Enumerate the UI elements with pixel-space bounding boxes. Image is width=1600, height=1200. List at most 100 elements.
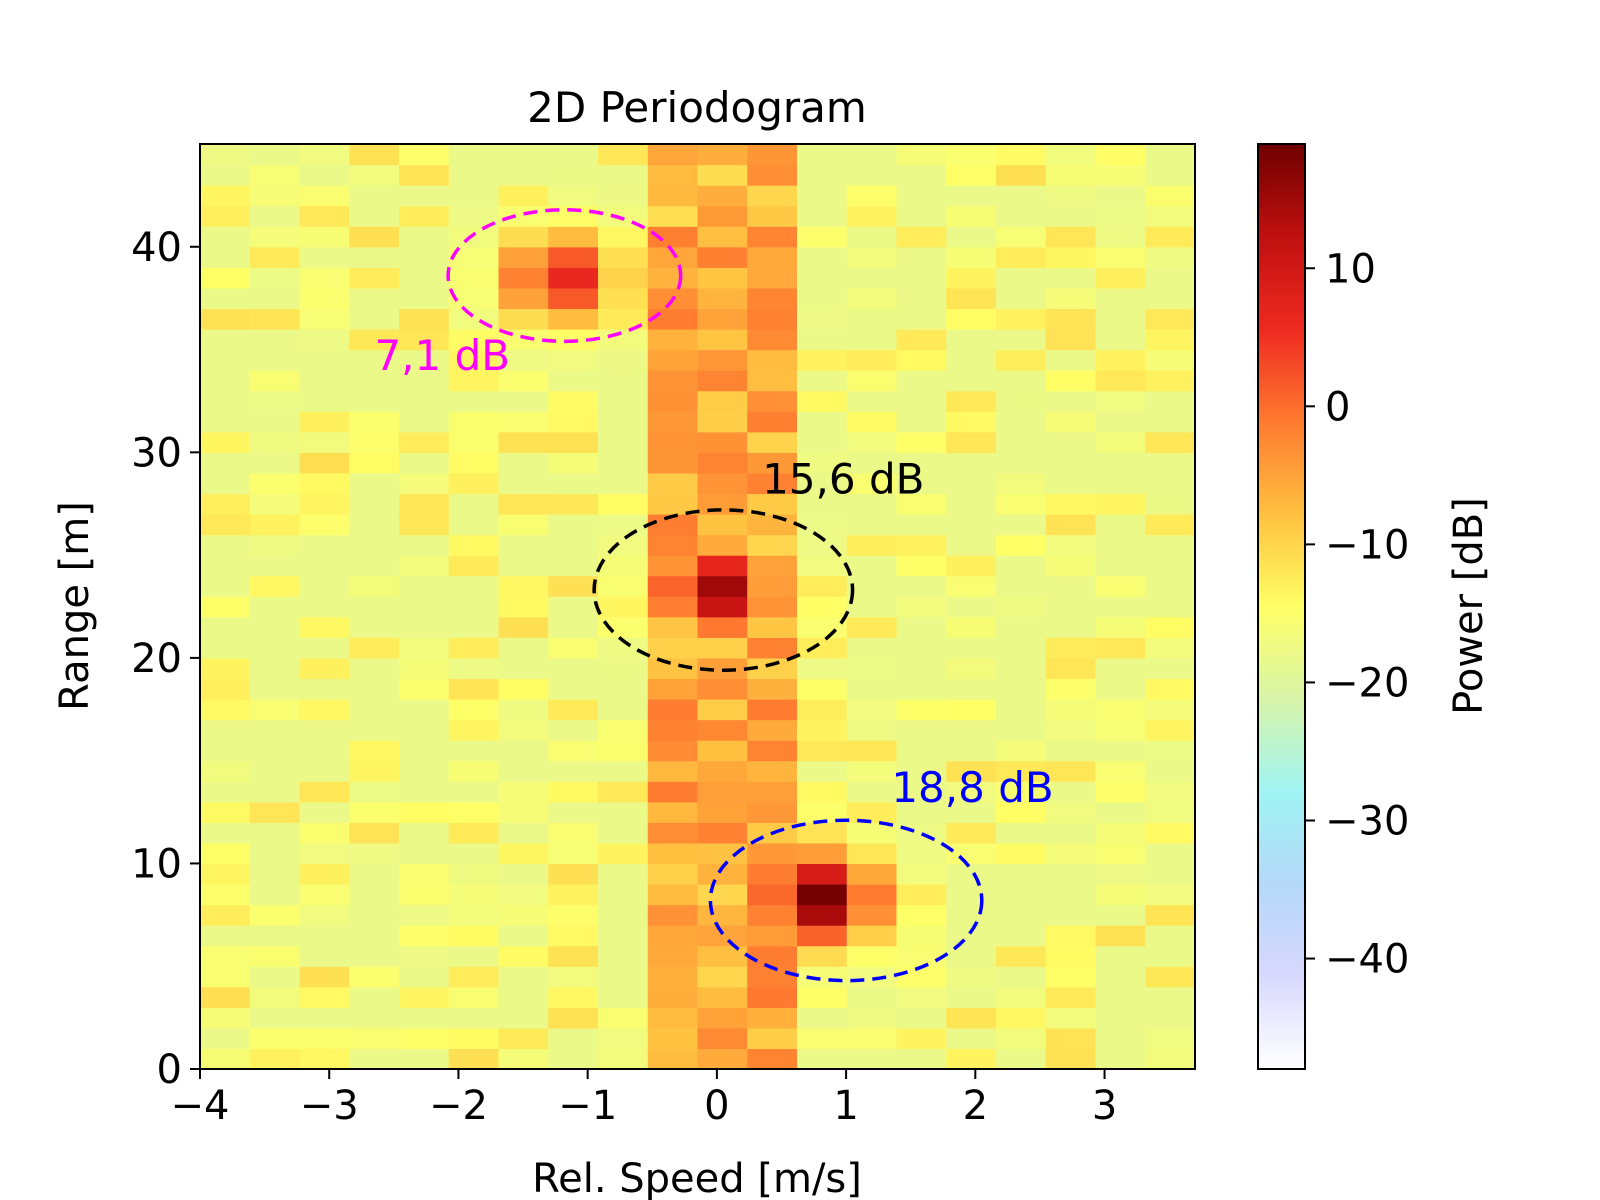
- heatmap-cell: [498, 185, 549, 207]
- heatmap-cell: [1145, 740, 1195, 762]
- heatmap-cell: [498, 287, 549, 310]
- heatmap-cell: [846, 205, 898, 227]
- heatmap-cell: [1095, 534, 1146, 556]
- heatmap-cell: [896, 1048, 947, 1069]
- heatmap-cell: [1195, 555, 1245, 576]
- heatmap-cell: [299, 637, 350, 659]
- heatmap-cell: [1095, 1027, 1146, 1050]
- heatmap-cell: [846, 452, 898, 474]
- heatmap-cell: [1145, 925, 1195, 947]
- heatmap-cell: [249, 1027, 301, 1050]
- heatmap-cell: [797, 1048, 848, 1069]
- heatmap-cell: [548, 349, 599, 371]
- heatmap-cell: [1145, 411, 1195, 433]
- heatmap-cell: [747, 287, 798, 310]
- heatmap-cell: [647, 966, 699, 988]
- heatmap-cell: [1045, 308, 1097, 330]
- heatmap-cell: [946, 1027, 997, 1050]
- heatmap-cell: [299, 185, 350, 207]
- heatmap-cell: [548, 801, 599, 823]
- heatmap-cell: [647, 596, 699, 618]
- heatmap-cell: [299, 986, 350, 1008]
- heatmap-cell: [548, 431, 599, 453]
- heatmap-cell: [996, 801, 1047, 823]
- heatmap-cell: [1195, 576, 1245, 597]
- heatmap-cell: [548, 904, 599, 926]
- y-tick-label: 30: [131, 430, 182, 476]
- heatmap-cell: [498, 390, 549, 412]
- heatmap-cell: [647, 781, 699, 803]
- heatmap-cell: [498, 884, 549, 906]
- heatmap-cell: [946, 555, 997, 577]
- heatmap-cell: [200, 616, 251, 638]
- heatmap-cell: [349, 493, 400, 515]
- heatmap-cell: [598, 493, 649, 515]
- heatmap-cell: [996, 904, 1047, 926]
- heatmap-cell: [1145, 308, 1195, 330]
- heatmap-cell: [200, 842, 251, 865]
- heatmap-cell: [1195, 617, 1245, 638]
- heatmap-cell: [647, 925, 699, 947]
- heatmap-cell: [299, 452, 350, 474]
- heatmap-cell: [747, 1027, 798, 1050]
- heatmap-cell: [200, 575, 251, 597]
- heatmap-cell: [399, 616, 450, 638]
- heatmap-cell: [647, 842, 699, 865]
- heatmap-cell: [946, 205, 997, 227]
- heatmap-cell: [548, 205, 599, 227]
- heatmap-cell: [747, 555, 798, 577]
- heatmap-cell: [896, 308, 947, 330]
- heatmap-cell: [299, 1048, 350, 1069]
- heatmap-cell: [548, 370, 599, 392]
- heatmap-cell: [946, 144, 997, 166]
- heatmap-cell: [946, 534, 997, 556]
- heatmap-cell: [846, 781, 898, 803]
- heatmap-cell: [349, 822, 400, 844]
- heatmap-cell: [548, 781, 599, 803]
- heatmap-cell: [498, 822, 549, 844]
- heatmap-cell: [647, 411, 699, 433]
- heatmap-cell: [996, 616, 1047, 638]
- heatmap-cell: [747, 1007, 798, 1029]
- heatmap-cell: [448, 185, 500, 207]
- heatmap-cell: [399, 534, 450, 556]
- heatmap-cell: [448, 884, 500, 906]
- heatmap-cell: [747, 226, 798, 248]
- heatmap-cell: [747, 144, 798, 166]
- heatmap-cell: [399, 760, 450, 782]
- heatmap-cell: [797, 740, 848, 762]
- heatmap-cell: [1145, 514, 1195, 536]
- heatmap-cell: [1145, 1007, 1195, 1029]
- heatmap-cell: [448, 637, 500, 659]
- heatmap-cell: [200, 329, 251, 351]
- heatmap-cell: [1095, 329, 1146, 351]
- heatmap-cell: [896, 760, 947, 782]
- heatmap-cell: [896, 1027, 947, 1050]
- heatmap-cell: [548, 246, 599, 268]
- heatmap-cell: [1095, 144, 1146, 166]
- heatmap-cell: [697, 740, 748, 762]
- heatmap-cell: [946, 472, 997, 495]
- heatmap-cell: [200, 226, 251, 248]
- heatmap-cell: [1195, 144, 1245, 165]
- heatmap-cell: [996, 164, 1047, 186]
- heatmap-cell: [498, 205, 549, 227]
- heatmap-cell: [498, 308, 549, 330]
- heatmap-cell: [249, 370, 301, 392]
- heatmap-cell: [349, 842, 400, 865]
- heatmap-cell: [448, 925, 500, 947]
- heatmap-cell: [797, 308, 848, 330]
- heatmap-cell: [946, 945, 997, 967]
- heatmap-cell: [349, 226, 400, 248]
- heatmap-cell: [1095, 904, 1146, 926]
- heatmap-cell: [946, 657, 997, 680]
- heatmap-cell: [299, 657, 350, 680]
- heatmap-cell: [946, 390, 997, 412]
- heatmap-cell: [996, 144, 1047, 166]
- x-tick-label: 2: [963, 1083, 988, 1129]
- heatmap-cell: [1145, 719, 1195, 741]
- heatmap-cell: [200, 760, 251, 782]
- heatmap-cell: [249, 144, 301, 166]
- chart-title: 2D Periodogram: [527, 83, 867, 132]
- heatmap-cell: [697, 596, 748, 618]
